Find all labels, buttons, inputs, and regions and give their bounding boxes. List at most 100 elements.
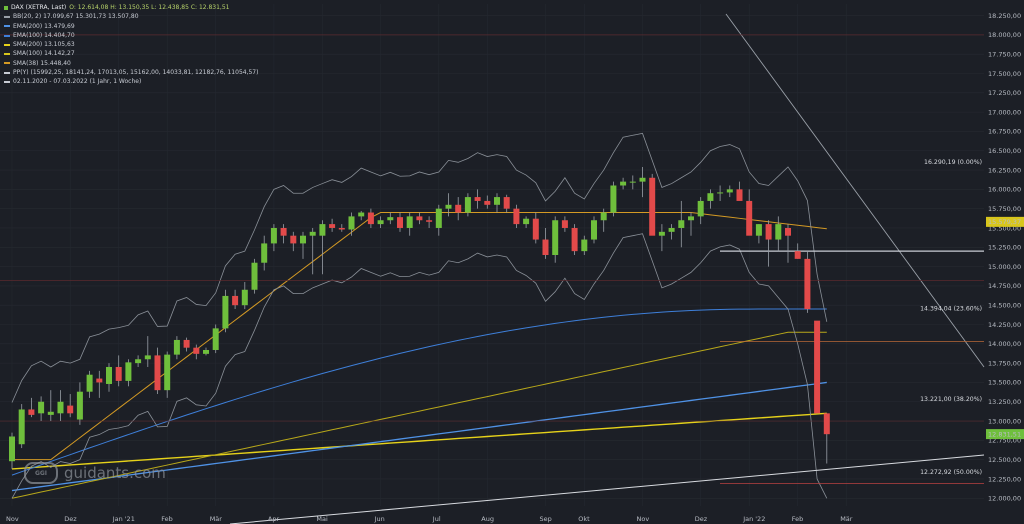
candle[interactable] <box>154 347 161 395</box>
y-axis-tick-label: 15.250,00 <box>988 244 1021 252</box>
candle[interactable] <box>484 195 491 209</box>
candle[interactable] <box>620 177 627 190</box>
x-axis-tick-label: Jun <box>374 515 385 523</box>
candle[interactable] <box>678 200 685 248</box>
candle[interactable] <box>455 197 462 221</box>
candle[interactable] <box>717 185 724 201</box>
candle[interactable] <box>464 193 471 217</box>
candle[interactable] <box>426 216 433 228</box>
candle[interactable] <box>746 189 753 236</box>
candle[interactable] <box>76 382 83 425</box>
legend-label: EMA(100) 14.404,70 <box>13 31 75 39</box>
candle-body <box>329 224 336 228</box>
candle[interactable] <box>290 231 297 252</box>
candle-body <box>794 251 801 259</box>
candle[interactable] <box>639 166 646 198</box>
candle[interactable] <box>755 224 762 244</box>
candles-layer[interactable] <box>9 166 830 469</box>
candle[interactable] <box>397 212 403 232</box>
candle[interactable] <box>581 235 588 255</box>
candle[interactable] <box>561 216 568 232</box>
candle[interactable] <box>688 212 694 236</box>
candle[interactable] <box>629 175 636 190</box>
candle[interactable] <box>86 370 93 398</box>
candle[interactable] <box>523 216 530 228</box>
candle[interactable] <box>125 359 132 387</box>
candle[interactable] <box>503 194 510 213</box>
candle[interactable] <box>319 220 326 275</box>
candle[interactable] <box>416 212 423 225</box>
candle[interactable] <box>261 235 268 271</box>
candle[interactable] <box>164 351 171 398</box>
candle[interactable] <box>387 212 394 225</box>
candle[interactable] <box>144 336 151 367</box>
candle[interactable] <box>96 370 103 398</box>
candle[interactable] <box>542 227 549 259</box>
candle[interactable] <box>804 251 811 313</box>
y-axis-tick-label: 13.750,00 <box>988 359 1021 367</box>
candle[interactable] <box>513 204 520 228</box>
fibonacci-annotations: 16.290,19 (0.00%) 14.394,04 (23.60%) 13.22… <box>920 159 982 476</box>
candle[interactable] <box>358 210 365 221</box>
candle[interactable] <box>435 204 442 236</box>
candle[interactable] <box>726 185 733 198</box>
candle[interactable] <box>736 181 743 201</box>
candle[interactable] <box>9 432 15 469</box>
candle[interactable] <box>106 363 112 392</box>
candle[interactable] <box>251 258 258 294</box>
candle[interactable] <box>232 289 239 310</box>
candle[interactable] <box>28 397 35 418</box>
candle[interactable] <box>697 197 704 225</box>
candle[interactable] <box>591 216 597 244</box>
candle[interactable] <box>814 320 821 414</box>
candle[interactable] <box>38 396 45 422</box>
candle[interactable] <box>474 189 481 209</box>
candle[interactable] <box>377 216 384 228</box>
candle[interactable] <box>135 355 142 367</box>
candle[interactable] <box>57 390 64 422</box>
candle[interactable] <box>367 208 374 228</box>
candle[interactable] <box>571 224 578 255</box>
y-axis-tick-label: 15.750,00 <box>988 205 1021 213</box>
candle-body <box>397 217 403 228</box>
candle[interactable] <box>280 224 287 244</box>
candle[interactable] <box>552 216 559 263</box>
candle[interactable] <box>348 212 355 236</box>
candle[interactable] <box>600 208 607 232</box>
candle[interactable] <box>445 193 452 217</box>
candle[interactable] <box>241 282 248 310</box>
candle[interactable] <box>532 212 539 244</box>
legend-label: SMA(200) 13.105,63 <box>13 41 75 49</box>
candle[interactable] <box>222 289 229 333</box>
candle[interactable] <box>300 231 306 259</box>
candle[interactable] <box>649 173 656 236</box>
price-tag-bg <box>986 216 1024 227</box>
y-axis-tick-label: 12.750,00 <box>988 437 1021 445</box>
candle[interactable] <box>270 224 277 252</box>
candle[interactable] <box>794 243 801 259</box>
candle[interactable] <box>406 212 413 236</box>
candle[interactable] <box>707 189 714 209</box>
candle[interactable] <box>67 394 74 418</box>
candle[interactable] <box>658 224 665 252</box>
candle[interactable] <box>183 337 190 352</box>
candle[interactable] <box>823 413 830 464</box>
candle[interactable] <box>338 224 345 232</box>
candle[interactable] <box>115 355 122 387</box>
candle[interactable] <box>193 344 200 360</box>
candle[interactable] <box>785 224 791 263</box>
candle[interactable] <box>212 324 219 354</box>
candle[interactable] <box>775 216 782 252</box>
candle[interactable] <box>494 193 500 213</box>
candle[interactable] <box>668 224 675 240</box>
candle[interactable] <box>173 336 180 360</box>
candle[interactable] <box>765 220 772 267</box>
candle[interactable] <box>47 390 54 422</box>
candle[interactable] <box>329 218 336 232</box>
candle[interactable] <box>610 181 617 217</box>
x-axis-tick-label: Feb <box>161 515 173 523</box>
candle[interactable] <box>203 347 209 356</box>
candle[interactable] <box>18 404 25 449</box>
candle[interactable] <box>309 227 316 275</box>
